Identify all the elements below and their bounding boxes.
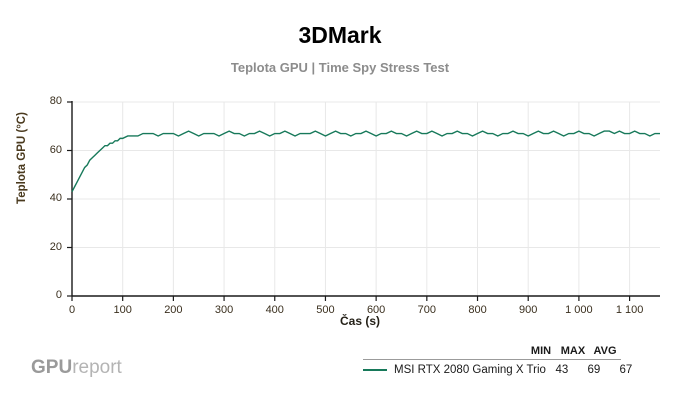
legend-item-label: MSI RTX 2080 Gaming X Trio	[394, 364, 546, 376]
x-tick-label: 900	[519, 304, 538, 316]
legend-line-swatch-icon	[363, 369, 387, 371]
temperature-series-line	[71, 130, 660, 193]
legend-item[interactable]: MSI RTX 2080 Gaming X Trio 43 69 67	[363, 364, 632, 376]
y-tick-label: 80	[49, 95, 62, 107]
x-tick-label: 500	[316, 304, 335, 316]
legend-col-min: MIN	[530, 345, 552, 357]
gpureport-watermark: GPUreport	[31, 357, 122, 379]
gridlines	[72, 101, 660, 296]
y-axis-title: Teplota GPU (°C)	[16, 112, 28, 204]
y-tick-label: 60	[49, 143, 62, 156]
y-tick-label: 0	[55, 289, 62, 301]
x-tick-label: 200	[164, 304, 183, 316]
watermark-bold: GPU	[31, 357, 73, 378]
tick-marks	[67, 101, 631, 301]
y-tick-label: 20	[49, 240, 62, 253]
legend-value-avg: 67	[619, 364, 633, 376]
legend-value-max: 69	[587, 364, 601, 376]
x-tick-label: 800	[468, 304, 487, 316]
x-tick-label: 0	[68, 304, 76, 316]
watermark-light: report	[72, 357, 122, 378]
chart-subtitle: Teplota GPU | Time Spy Stress Test	[230, 60, 450, 75]
x-tick-label: 100	[113, 304, 132, 316]
legend-value-min: 43	[555, 364, 569, 376]
x-tick-label: 600	[366, 304, 386, 316]
x-tick-label: 700	[417, 304, 436, 316]
x-tick-label: 400	[265, 304, 284, 316]
y-tick-label: 40	[49, 192, 62, 204]
x-tick-label: 1 000	[565, 304, 593, 316]
x-axis-title: Čas (s)	[339, 314, 380, 328]
x-tick-label: 1 100	[615, 304, 644, 316]
legend-divider	[363, 359, 621, 360]
legend-col-max: MAX	[560, 345, 586, 357]
x-tick-label: 300	[214, 304, 234, 316]
chart-legend: MIN MAX AVG MSI RTX 2080 Gaming X Trio 4…	[363, 345, 632, 376]
legend-header-row: MIN MAX AVG	[363, 345, 621, 359]
legend-col-avg: AVG	[593, 345, 617, 357]
chart-title: 3DMark	[298, 22, 382, 48]
